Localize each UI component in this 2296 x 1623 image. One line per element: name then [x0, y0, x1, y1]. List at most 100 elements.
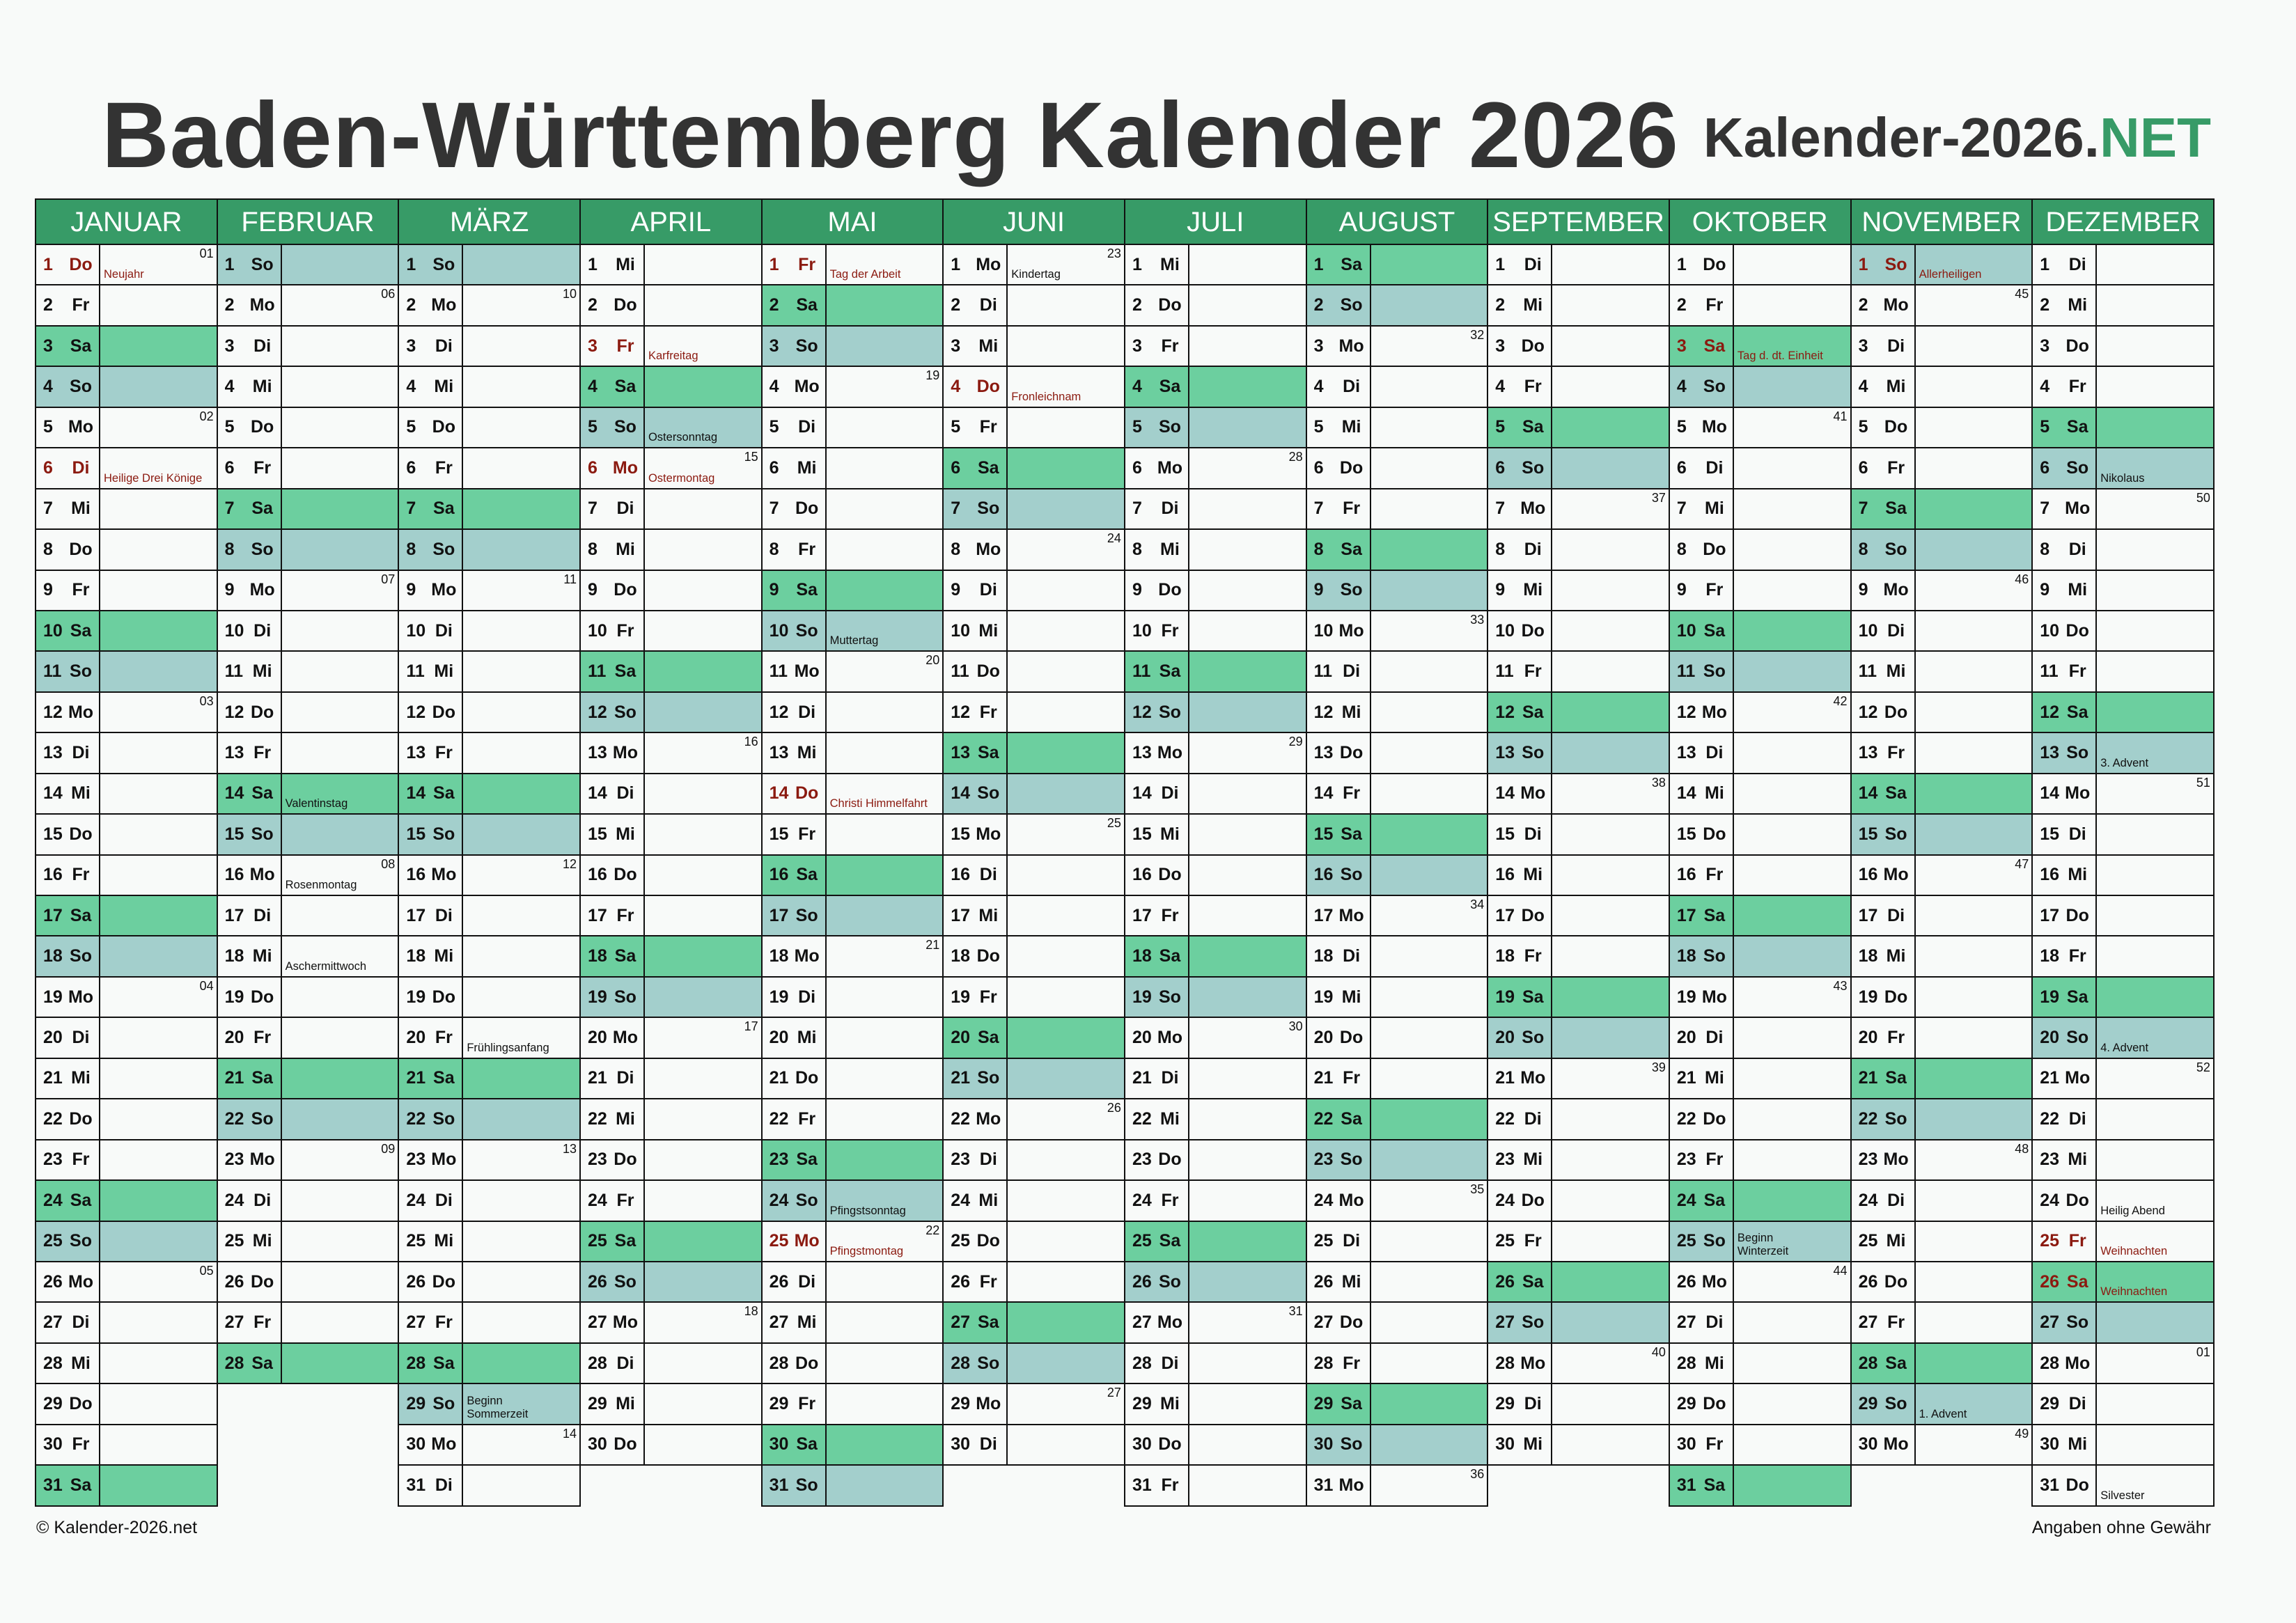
day-label: 25 Fr: [2033, 1221, 2098, 1261]
note-cell: [463, 1181, 579, 1220]
day-label: 26 Do: [1852, 1262, 1916, 1302]
day-number: 4: [406, 377, 416, 397]
day-number: 10: [951, 620, 971, 641]
note-cell: 38: [1552, 774, 1669, 813]
day-number: 29: [406, 1393, 426, 1413]
day-label: 28 Sa: [1852, 1343, 1916, 1383]
note-cell: 14: [463, 1425, 579, 1464]
day-label: 26 Fr: [944, 1262, 1008, 1302]
day-label: 5 Mo: [1670, 407, 1734, 448]
day-row: 9 Mi: [2033, 570, 2213, 611]
day-row: 9 Mi: [1488, 570, 1669, 611]
note-cell: 37: [1552, 489, 1669, 528]
weekday: Do: [69, 539, 93, 559]
note-cell: [645, 1140, 761, 1179]
day-number: 14: [951, 783, 971, 803]
weekday: Do: [1703, 824, 1726, 844]
day-number: 18: [951, 946, 971, 966]
day-label: 25 So: [36, 1221, 100, 1261]
day-number: 28: [1676, 1353, 1696, 1373]
day-row: 1 Sa: [1306, 245, 1487, 286]
weekday: Mo: [976, 254, 1001, 274]
day-row: 30 Do: [1125, 1425, 1306, 1466]
note-cell: [645, 774, 761, 813]
weekday: Fr: [1705, 580, 1724, 600]
note-cell: [1371, 408, 1487, 447]
holiday-label: Ostermontag: [648, 471, 715, 485]
weekday: Fr: [435, 1028, 453, 1048]
day-row: 3 Sa Tag d. dt. Einheit: [1669, 326, 1850, 368]
copyright: © Kalender-2026.net: [36, 1518, 198, 1537]
day-label: 20 Fr: [218, 1018, 282, 1058]
weekday: Di: [798, 417, 816, 437]
day-row: 13 Do: [1306, 733, 1487, 774]
note-cell: [827, 856, 943, 895]
weekday: Do: [1884, 1271, 1908, 1292]
note-cell: [827, 1018, 943, 1057]
day-number: 14: [1676, 783, 1696, 803]
weekday: Di: [435, 1475, 453, 1495]
weekday: So: [1340, 865, 1363, 885]
day-row: 21 Sa: [1851, 1058, 2032, 1100]
weekday: Mi: [1523, 1150, 1543, 1170]
day-row: 14 Mi: [36, 774, 217, 815]
weekday: Do: [432, 417, 455, 437]
day-row: 4 Di: [1306, 367, 1487, 408]
day-row: 14 Di: [580, 774, 761, 815]
day-row: 17 Fr: [580, 896, 761, 937]
note-cell: [282, 1262, 398, 1301]
day-label: 20 Fr: [1852, 1018, 1916, 1058]
day-number: 26: [2040, 1271, 2060, 1292]
day-label: 9 Di: [944, 570, 1008, 610]
week-number: 51: [2196, 775, 2210, 790]
day-label: 3 Do: [2033, 326, 2098, 366]
weekday: Di: [979, 1434, 997, 1455]
day-row: 30 Sa: [762, 1425, 943, 1466]
day-number: 27: [1132, 1312, 1152, 1333]
weekday: Mi: [252, 661, 272, 682]
day-number: 4: [2040, 377, 2050, 397]
note-cell: [1008, 611, 1124, 650]
day-number: 22: [1313, 1108, 1334, 1129]
note-cell: [1916, 652, 2032, 691]
day-number: 27: [224, 1312, 244, 1333]
note-cell: [1552, 1262, 1669, 1301]
day-number: 14: [406, 783, 426, 803]
weekday: Fr: [2068, 377, 2086, 397]
day-number: 27: [2040, 1312, 2060, 1333]
day-label: 8 Sa: [1307, 530, 1371, 570]
note-cell: 41: [1734, 408, 1850, 447]
day-label: 19 Fr: [944, 977, 1008, 1017]
week-number: 37: [1651, 490, 1666, 505]
weekday: Mi: [978, 620, 999, 641]
note-cell: [100, 1466, 217, 1505]
weekday: So: [251, 1108, 274, 1129]
day-row: 22 Fr: [762, 1099, 943, 1140]
day-row: 27 Fr: [399, 1303, 579, 1344]
brand-logo[interactable]: Kalender-2026.NET: [1703, 106, 2211, 170]
note-cell: [1916, 327, 2032, 366]
day-label: 9 Fr: [1670, 570, 1734, 610]
day-number: 1: [224, 254, 235, 274]
note-cell: [1371, 530, 1487, 569]
weekday: Sa: [1703, 1475, 1726, 1495]
day-row: 29 Sa: [1306, 1384, 1487, 1425]
day-label: 30 Fr: [36, 1425, 100, 1465]
weekday: Di: [979, 580, 997, 600]
day-number: 21: [224, 1068, 244, 1088]
note-cell: [463, 1262, 579, 1301]
weekday: Mi: [252, 946, 272, 966]
day-label: 22 Do: [36, 1099, 100, 1139]
day-number: 7: [43, 499, 53, 519]
note-cell: [1734, 285, 1850, 324]
day-number: 10: [769, 620, 789, 641]
day-number: 4: [1676, 377, 1687, 397]
day-label: 20 Di: [36, 1018, 100, 1058]
week-number: 11: [563, 572, 577, 586]
weekday: So: [614, 417, 637, 437]
note-cell: [827, 1140, 943, 1179]
note-cell: [282, 815, 398, 854]
weekday: So: [1884, 1393, 1907, 1413]
day-row: 7 Mo 37: [1488, 489, 1669, 531]
day-row: 10 Di: [399, 611, 579, 652]
